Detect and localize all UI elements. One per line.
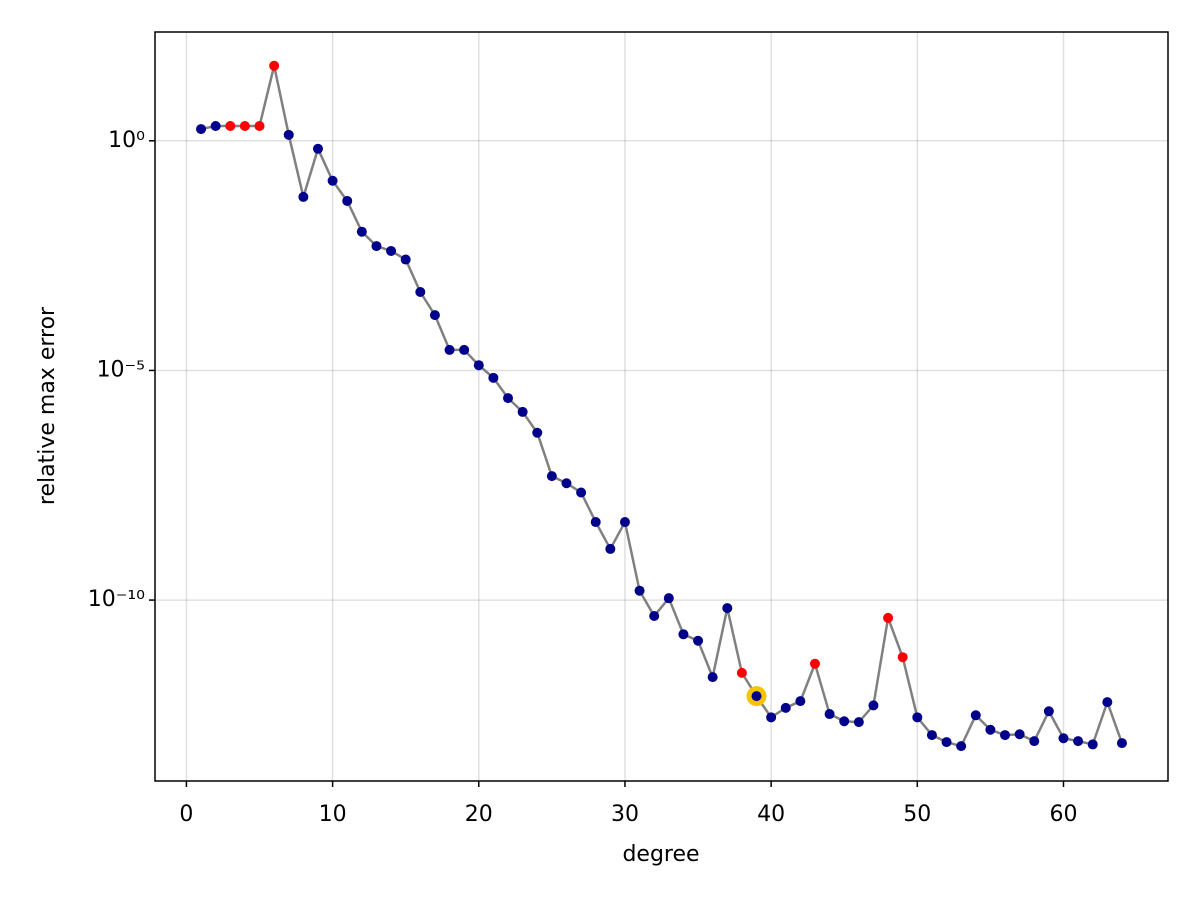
x-tick-label: 0 [179,802,193,827]
data-point [634,585,645,596]
x-tick-label: 50 [903,802,931,827]
y-tick-label: 10⁻¹⁰ [88,587,145,612]
data-point [853,717,864,728]
y-axis-label: relative max error [35,306,60,505]
data-point [1102,697,1113,708]
data-point [356,226,367,237]
data-point [327,175,338,186]
data-point [868,700,879,711]
data-point [926,730,937,741]
data-point [751,691,762,702]
data-point [736,667,747,678]
data-point [503,393,514,404]
data-point [956,741,967,752]
series-line [200,65,1124,748]
data-point [678,629,689,640]
data-point [941,737,952,748]
data-point [970,710,981,721]
data-point [605,543,616,554]
data-point [532,427,543,438]
data-point [766,712,777,723]
data-point [1000,730,1011,741]
y-tick-label: 10⁻⁵ [97,357,145,382]
data-point [298,191,309,202]
data-point [1116,738,1127,749]
data-point [912,712,923,723]
data-point [693,635,704,646]
data-point [429,310,440,321]
data-point [590,517,601,528]
data-point [488,372,499,383]
data-point [576,487,587,498]
data-point [444,344,455,355]
data-point [707,672,718,683]
x-tick-label: 60 [1049,802,1077,827]
data-point [269,60,280,71]
data-point [371,241,382,252]
data-point [619,517,630,528]
data-point [1043,706,1054,717]
data-point [1087,739,1098,750]
data-point [254,121,265,132]
data-point [985,724,996,735]
data-point [283,129,294,140]
plot-frame [154,31,1169,782]
data-point [839,716,850,727]
data-point [415,287,426,298]
x-tick-label: 30 [611,802,639,827]
data-point [897,652,908,663]
x-tick-label: 40 [757,802,785,827]
data-point [780,702,791,713]
data-point [459,344,470,355]
data-point [1029,736,1040,747]
data-point [1073,736,1084,747]
x-tick-label: 20 [465,802,493,827]
data-point [1058,733,1069,744]
data-point [824,709,835,720]
data-point [239,121,250,132]
data-point [196,124,207,135]
data-point [883,612,894,623]
data-point [225,121,236,132]
data-point [517,406,528,417]
data-point [210,121,221,132]
data-point [342,195,353,206]
data-point [386,245,397,256]
y-tick-label: 10⁰ [108,128,145,153]
data-point [809,658,820,669]
data-point [649,611,660,622]
x-axis-label: degree [622,842,699,867]
x-tick-label: 10 [319,802,347,827]
data-point [795,696,806,707]
data-point [722,603,733,614]
data-point [1014,729,1025,740]
data-point [561,478,572,489]
data-point [400,254,411,265]
data-point [663,593,674,604]
data-point [312,143,323,154]
data-point [473,360,484,371]
data-point [546,471,557,482]
